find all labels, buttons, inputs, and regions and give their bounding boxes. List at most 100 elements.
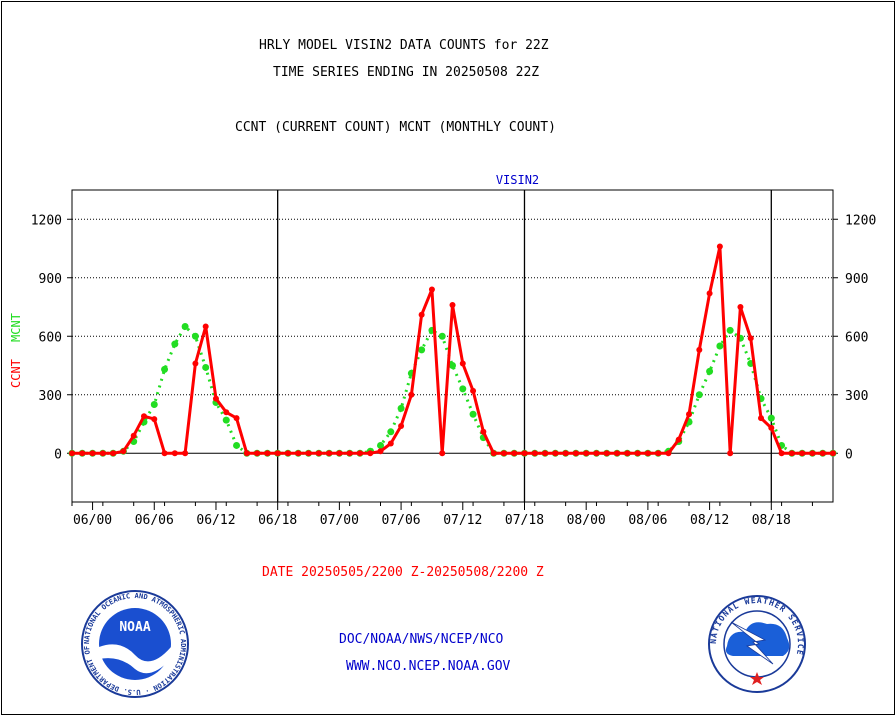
data-point-mcnt [449,362,456,369]
data-point-ccnt [747,335,754,342]
data-point-ccnt [511,450,518,457]
data-point-ccnt [79,450,86,457]
data-point-mcnt [191,332,199,340]
y-tick-label-right: 600 [845,330,868,345]
y-tick-label-right: 900 [845,272,868,287]
chart-title-line2: TIME SERIES ENDING IN 20250508 22Z [273,65,540,80]
data-point-ccnt [346,450,353,457]
data-point-ccnt [614,450,621,457]
data-point-ccnt [274,450,281,457]
data-point-ccnt [377,448,384,455]
data-point-ccnt [603,450,610,457]
org-path: DOC/NOAA/NWS/NCEP/NCO [339,632,504,647]
y-axis-label-mcnt: MCNT [9,313,23,342]
data-point-ccnt [737,304,744,310]
data-point-ccnt [716,243,723,250]
data-point-mcnt [202,363,210,371]
y-tick-label-right: 300 [845,389,868,404]
data-point-ccnt [202,323,209,330]
data-point-ccnt [439,450,446,457]
data-point-ccnt [490,450,497,457]
data-point-mcnt [469,410,477,418]
chart-title-line1: HRLY MODEL VISIN2 DATA COUNTS for 22Z [259,38,549,53]
data-point-mcnt [222,416,230,424]
x-tick-label: 06/12 [196,513,235,528]
data-point-ccnt [408,391,415,398]
data-point-ccnt [459,360,466,367]
data-point-ccnt [675,436,682,443]
data-point-ccnt [418,311,425,318]
data-point-mcnt [181,323,189,330]
data-point-ccnt [521,450,528,457]
y-axis-label-ccnt: CCNT [9,359,23,388]
data-point-ccnt [696,346,703,353]
data-point-mcnt [695,391,703,399]
data-point-ccnt [110,450,117,457]
data-point-ccnt [449,302,456,309]
data-point-ccnt [819,450,826,457]
data-point-ccnt [356,450,363,457]
data-point-ccnt [634,450,641,457]
data-point-ccnt [788,450,795,457]
data-point-ccnt [768,424,775,431]
x-tick-label: 06/00 [73,513,112,528]
data-point-ccnt [264,450,271,457]
data-point-mcnt [459,385,467,393]
data-point-ccnt [562,450,569,457]
data-point-ccnt [387,440,394,447]
y-tick-label-left: 1200 [31,213,62,228]
data-point-mcnt [377,441,385,449]
data-point-ccnt [182,450,189,457]
data-point-ccnt [233,415,240,422]
noaa-logo-text: NOAA [119,620,150,635]
data-point-ccnt [130,432,137,439]
data-point-ccnt [89,450,96,457]
data-point-ccnt [305,450,312,457]
y-tick-label-left: 900 [39,272,62,287]
data-point-ccnt [583,450,590,457]
data-point-ccnt [655,450,662,457]
data-point-ccnt [223,409,230,416]
x-tick-label: 07/18 [505,513,544,528]
noaa-logo: NATIONAL OCEANIC AND ATMOSPHERIC ADMINIS… [80,589,189,698]
data-point-ccnt [69,450,75,457]
data-point-ccnt [542,450,549,457]
x-tick-label: 08/06 [628,513,667,528]
data-point-ccnt [480,428,487,435]
data-point-mcnt [767,414,775,422]
data-point-ccnt [295,450,302,457]
data-point-mcnt [438,332,446,340]
nws-logo: NATIONAL WEATHER SERVICE [708,595,806,693]
data-point-ccnt [428,286,435,293]
data-point-ccnt [686,411,693,418]
data-point-ccnt [284,450,291,457]
y-tick-label-right: 1200 [845,213,876,228]
data-point-ccnt [212,395,219,402]
y-tick-label-left: 300 [39,389,62,404]
data-point-mcnt [726,326,734,334]
data-point-ccnt [192,360,199,367]
data-point-mcnt [397,404,405,412]
data-point-ccnt [367,450,374,457]
data-point-ccnt [470,387,477,394]
data-point-ccnt [500,450,507,457]
data-point-ccnt [315,450,322,457]
website-link[interactable]: WWW.NCO.NCEP.NOAA.GOV [346,659,511,674]
data-point-ccnt [624,450,631,457]
data-point-ccnt [243,450,250,457]
data-point-mcnt [387,428,395,436]
data-point-ccnt [809,450,816,457]
data-point-ccnt [799,450,806,457]
data-point-ccnt [254,450,261,457]
data-point-mcnt [171,340,179,348]
y-tick-label-right: 0 [845,447,853,462]
data-point-mcnt [716,342,724,350]
data-point-ccnt [552,450,559,457]
x-tick-label: 07/12 [443,513,482,528]
data-point-ccnt [758,415,765,422]
plot-title: VISIN2 [496,173,539,187]
data-point-ccnt [99,450,106,457]
data-point-mcnt [706,367,714,375]
data-point-ccnt [120,448,127,455]
